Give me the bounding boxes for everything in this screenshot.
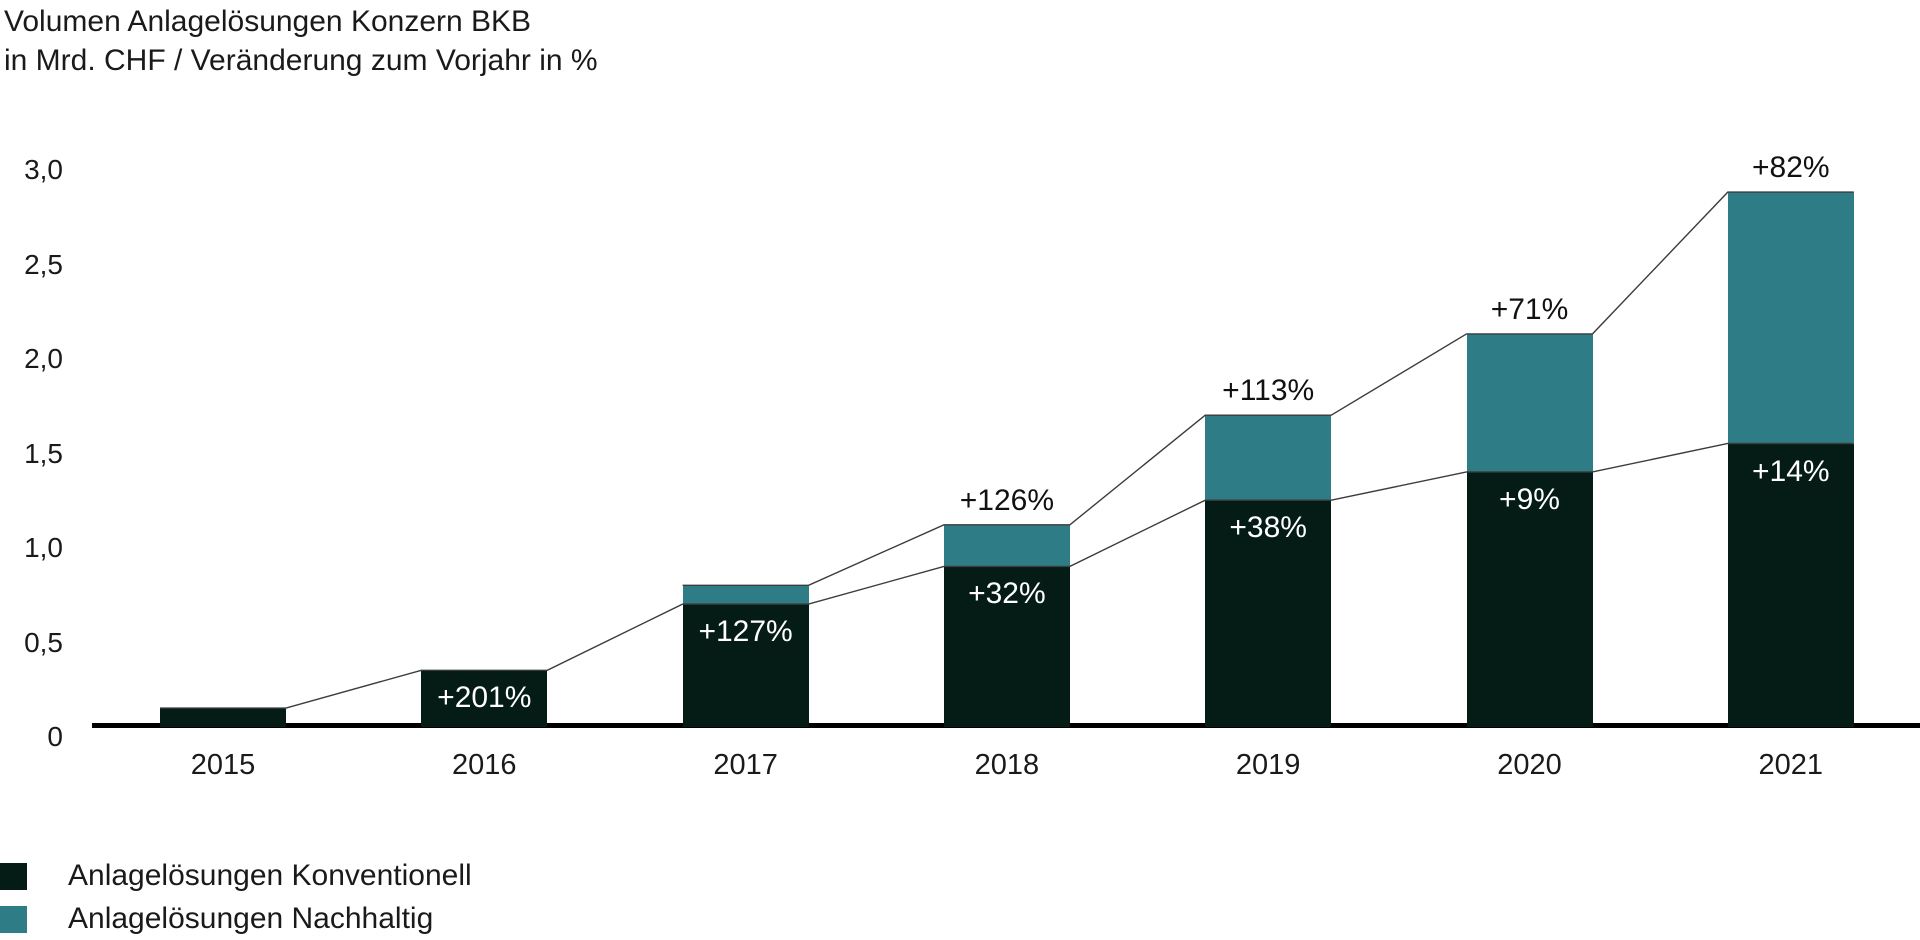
chart-header: Volumen Anlagelösungen Konzern BKB in Mr… [4,2,598,80]
bar-segment-nachhaltig-2018 [943,524,1070,567]
percent-change-konventionell-2020: +9% [1499,482,1560,516]
legend-item-konventionell: Anlagelösungen Konventionell [0,858,472,894]
y-axis-tick-label: 0,5 [24,626,63,658]
bar-segment-nachhaltig-2019 [1205,415,1332,501]
percent-change-konventionell-2021: +14% [1752,454,1830,488]
legend: Anlagelösungen Konventionell Anlagelösun… [0,858,472,940]
y-axis-tick-label: 1,5 [24,437,63,469]
y-axis-tick-label: 2,5 [24,248,63,280]
x-axis-category-label: 2015 [190,749,256,781]
x-axis-category-label: 2018 [974,749,1040,781]
percent-change-konventionell-2018: +32% [968,577,1046,611]
percent-change-konventionell-2017: +127% [698,615,793,649]
y-axis-tick-label: 1,0 [24,532,63,563]
x-axis-category-label: 2019 [1235,749,1301,781]
bar-segment-konventionell-2015 [160,708,286,727]
x-axis-category-label: 2016 [452,749,517,781]
percent-change-nachhaltig-2021: +82% [1752,151,1830,185]
legend-swatch-konventionell [0,862,27,890]
x-axis-category-label: 2020 [1497,749,1562,781]
chart-subtitle: in Mrd. CHF / Veränderung zum Vorjahr in… [4,44,598,77]
percent-change-konventionell-2016: +201% [437,681,532,715]
legend-swatch-nachhaltig [0,905,27,933]
bar-segment-nachhaltig-2020 [1466,333,1593,472]
percent-change-konventionell-2019: +38% [1229,511,1307,545]
bar-segment-nachhaltig-2017 [682,585,809,605]
y-axis-tick-label: 2,0 [24,343,63,374]
legend-item-nachhaltig: Anlagelösungen Nachhaltig [0,901,472,937]
x-axis-category-label: 2021 [1758,749,1824,781]
percent-change-nachhaltig-2020: +71% [1490,292,1569,326]
bar-segment-nachhaltig-2021 [1727,192,1854,444]
y-axis-tick-label: 3,0 [24,154,63,185]
legend-label-konventionell: Anlagelösungen Konventionell [68,859,472,892]
x-axis-category-label: 2017 [713,749,778,781]
percent-change-nachhaltig-2018: +126% [959,483,1055,517]
chart-title: Volumen Anlagelösungen Konzern BKB [4,5,532,38]
y-axis-tick-label: 0 [47,721,63,752]
legend-label-nachhaltig: Anlagelösungen Nachhaltig [68,902,434,935]
percent-change-nachhaltig-2019: +113% [1222,374,1315,408]
